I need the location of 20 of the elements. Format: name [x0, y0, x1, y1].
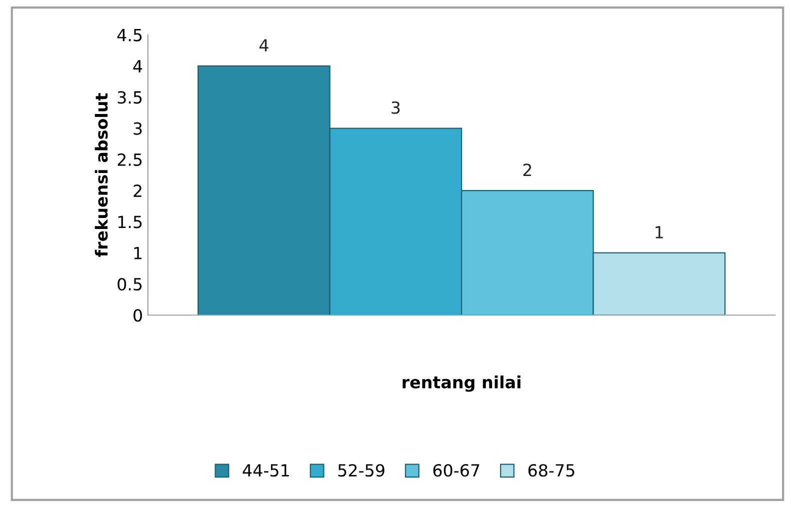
y-tick-label: 3	[134, 122, 142, 135]
y-tick-label: 2	[134, 184, 142, 197]
y-tick-label: 2.5	[118, 153, 142, 166]
x-axis-title: rentang nilai	[402, 376, 520, 392]
legend-label: 60-67	[433, 464, 480, 477]
y-tick-label: 4	[133, 60, 142, 72]
y-tick-label: 0	[134, 309, 142, 322]
legend-label: 68-75	[528, 464, 574, 477]
y-axis-title: frekuensi absolut	[94, 93, 108, 257]
legend-label: 52-59	[338, 464, 384, 477]
legend-label: 44-51	[242, 464, 289, 477]
data-label: 2	[523, 164, 532, 176]
data-label: 3	[392, 101, 400, 114]
y-tick-label: 1	[134, 247, 142, 260]
data-label: 4	[259, 39, 268, 52]
y-tick-label: 3.5	[118, 91, 142, 104]
y-tick-label: 0.5	[118, 278, 142, 291]
y-tick-label: 1.5	[118, 216, 142, 228]
data-label: 1	[656, 226, 663, 238]
y-tick-label: 4.5	[117, 29, 142, 42]
